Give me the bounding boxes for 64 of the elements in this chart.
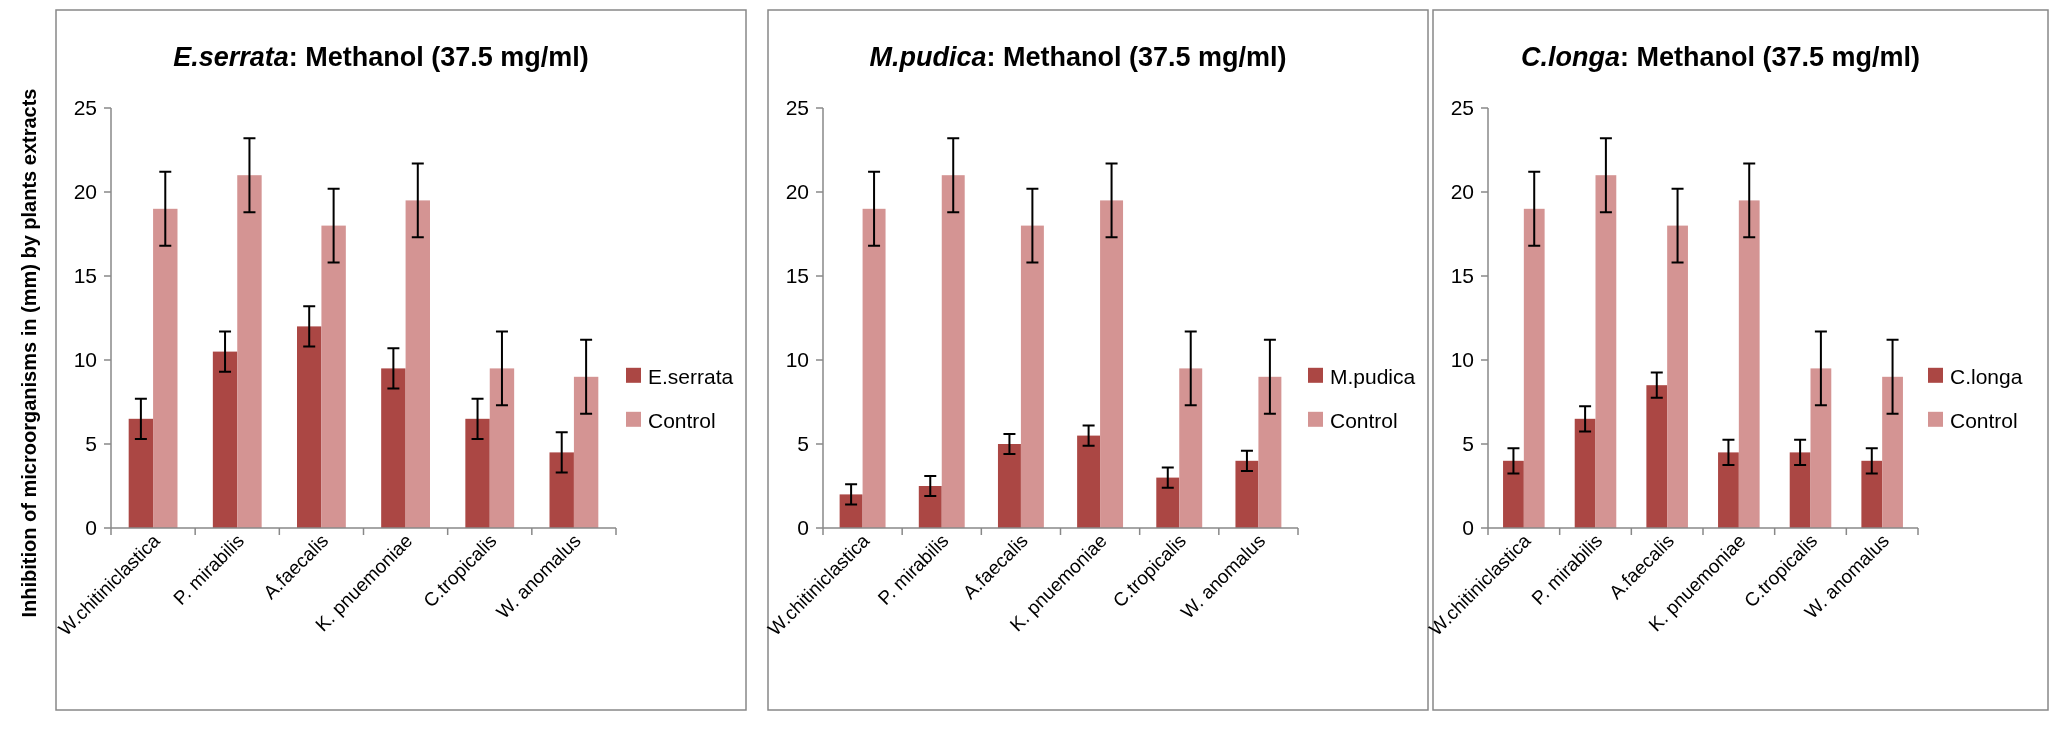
bar	[573, 376, 599, 528]
bar	[1235, 460, 1259, 528]
bar	[1789, 452, 1811, 528]
y-tick-label: 5	[1462, 432, 1474, 456]
bar	[405, 200, 430, 528]
y-tick-label: 25	[785, 96, 809, 120]
y-tick-label: 20	[73, 180, 97, 204]
legend-label: Control	[1950, 409, 2018, 433]
y-tick-label: 15	[73, 264, 97, 288]
bar	[297, 326, 322, 528]
bar	[1810, 368, 1832, 528]
y-tick-label: 20	[1450, 180, 1474, 204]
bar	[212, 351, 238, 528]
bar	[997, 444, 1021, 528]
bar	[1258, 376, 1282, 528]
bar	[1738, 200, 1760, 528]
bar	[1574, 418, 1596, 528]
bar	[1861, 460, 1883, 528]
bar	[128, 418, 154, 528]
bar	[1020, 225, 1044, 528]
y-tick-label: 10	[73, 348, 97, 372]
chart-title: E.serrata: Methanol (37.5 mg/ml)	[173, 42, 589, 72]
y-axis-title: Inhibition of microorganisms in (mm) by plants extracts	[18, 88, 40, 618]
bar	[1077, 435, 1101, 528]
bar	[839, 494, 863, 528]
legend-label: Control	[1330, 409, 1398, 433]
bar	[381, 368, 406, 528]
legend-label: C.longa	[1950, 365, 2023, 389]
bar	[1523, 208, 1545, 528]
bar	[1503, 460, 1524, 528]
y-tick-label: 5	[797, 432, 809, 456]
bar	[862, 208, 886, 528]
y-tick-label: 0	[797, 516, 809, 540]
bar	[1595, 175, 1617, 528]
bar	[1667, 225, 1688, 528]
bar	[489, 368, 515, 528]
y-tick-label: 25	[73, 96, 97, 120]
y-tick-label: 25	[1450, 96, 1474, 120]
y-tick-label: 15	[785, 264, 809, 288]
bar	[321, 225, 346, 528]
y-tick-label: 5	[85, 432, 97, 456]
bar	[1179, 368, 1203, 528]
y-tick-label: 0	[85, 516, 97, 540]
bar	[1100, 200, 1124, 528]
bar	[237, 175, 262, 528]
bar	[549, 452, 574, 528]
legend-label: M.pudica	[1330, 365, 1416, 389]
y-tick-label: 15	[1450, 264, 1474, 288]
bar	[1882, 376, 1903, 528]
chart-title: C.longa: Methanol (37.5 mg/ml)	[1520, 42, 1921, 72]
bar	[465, 418, 490, 528]
bar	[1646, 385, 1668, 528]
y-tick-label: 10	[1450, 348, 1474, 372]
y-tick-label: 10	[785, 348, 809, 372]
bar	[1156, 477, 1180, 528]
bar	[1718, 452, 1739, 528]
bar	[918, 486, 942, 528]
y-tick-label: 0	[1462, 516, 1474, 540]
legend-label: Control	[648, 409, 716, 433]
legend-label: E.serrata	[648, 365, 734, 389]
chart-title: M.pudica: Methanol (37.5 mg/ml)	[869, 42, 1287, 72]
bar	[153, 208, 178, 528]
bar	[941, 175, 965, 528]
y-tick-label: 20	[785, 180, 809, 204]
